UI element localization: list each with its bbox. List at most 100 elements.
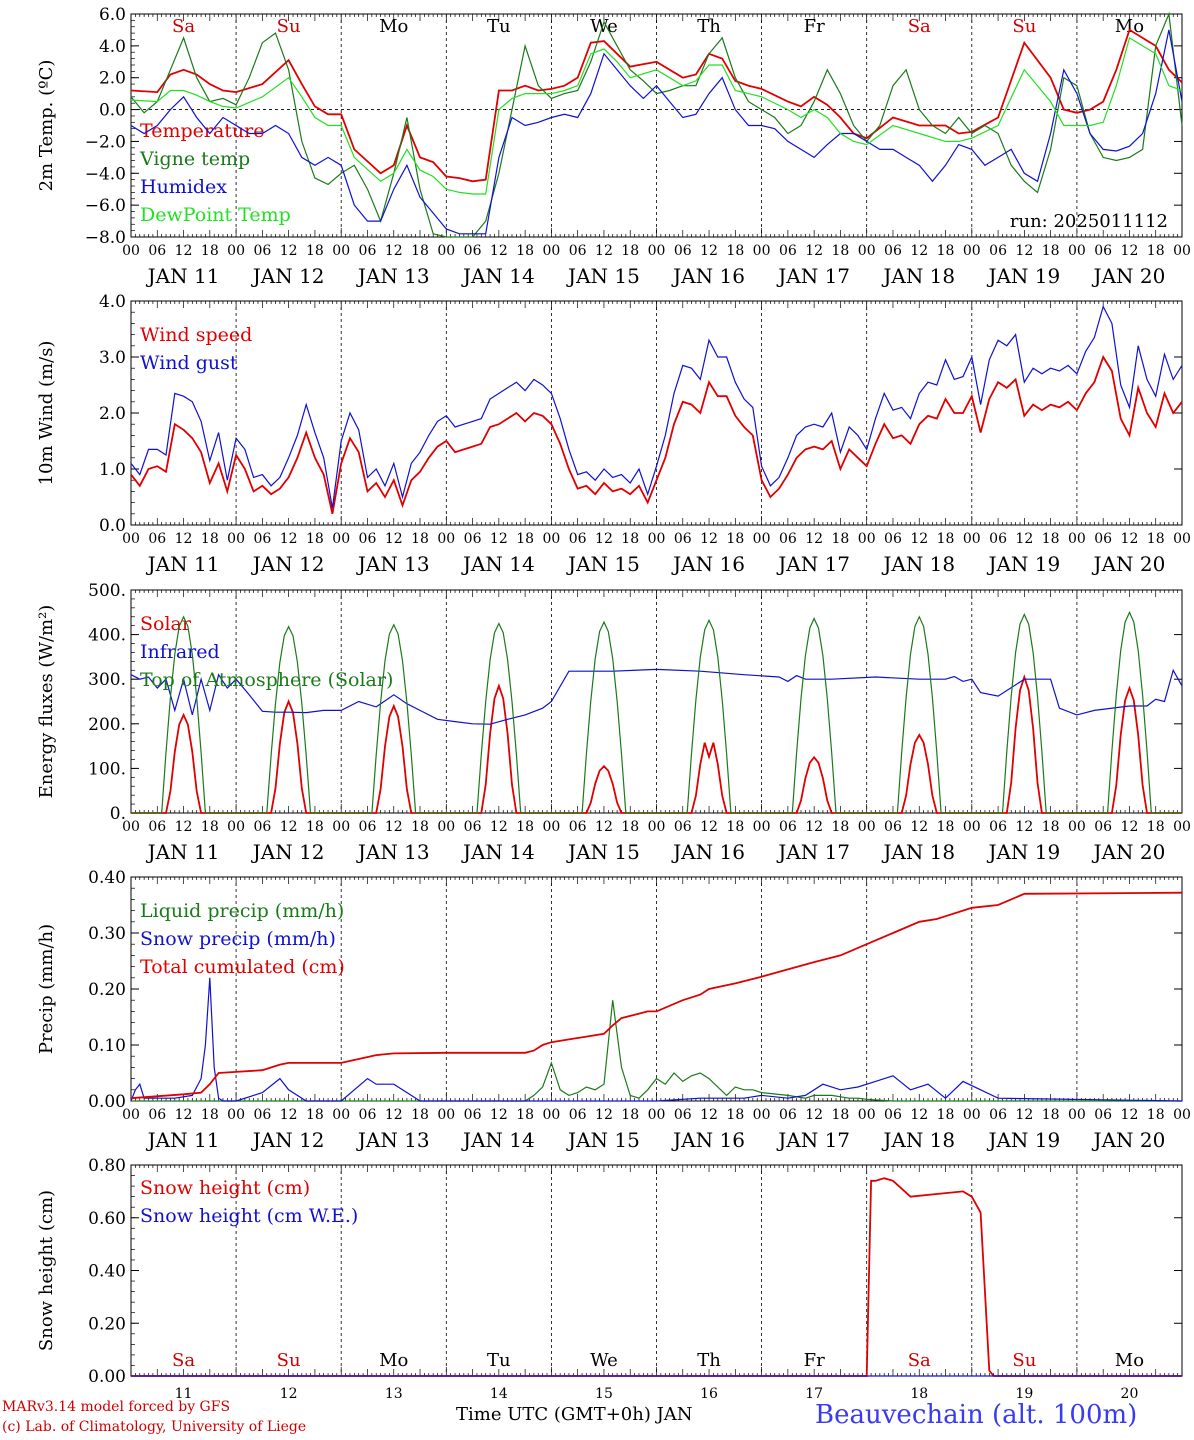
hour-label: 00	[963, 1107, 981, 1123]
hour-label: 12	[910, 1107, 928, 1123]
legend-infrared: Infrared	[140, 641, 220, 663]
hour-label: 00	[963, 243, 981, 259]
hour-label: 06	[253, 243, 271, 259]
hour-label: 12	[175, 819, 193, 835]
hour-label: 18	[937, 531, 955, 547]
hour-label: 12	[385, 1107, 403, 1123]
hour-label: 00	[963, 819, 981, 835]
hour-label: 12	[385, 531, 403, 547]
y-tick-label: −2.0	[85, 132, 126, 152]
date-label: JAN 14	[461, 1128, 535, 1152]
day-of-week-label: Sa	[172, 1350, 195, 1371]
y-axis-label: Snow height (cm)	[36, 1190, 57, 1351]
date-label: JAN 13	[356, 264, 430, 288]
panel-precip: 0.00 0.10 0.20 0.30 0.40 Precip (mm/h) 00 06 12 1…	[36, 868, 1191, 1152]
hour-label: 06	[989, 819, 1007, 835]
hour-label: 12	[805, 819, 823, 835]
hour-label: 06	[359, 243, 377, 259]
y-tick-label: 0.0	[99, 101, 126, 121]
legend-snow-precip-mm-h: Snow precip (mm/h)	[140, 928, 336, 950]
x-axis-title: Time UTC (GMT+0h) JAN	[456, 1404, 693, 1425]
hour-label: 06	[359, 1107, 377, 1123]
hour-label: 18	[832, 243, 850, 259]
hour-label: 18	[306, 243, 324, 259]
day-of-week-label: Mo	[379, 1350, 408, 1371]
hour-label: 18	[306, 531, 324, 547]
hour-label: 06	[569, 243, 587, 259]
hour-label: 06	[674, 1107, 692, 1123]
y-tick-label: 0.40	[88, 868, 126, 888]
date-label: JAN 11	[146, 1128, 220, 1152]
legend-snow-height-cm: Snow height (cm)	[140, 1177, 310, 1199]
hour-label: 00	[1173, 1107, 1191, 1123]
panel-snow: 0.00 0.20 0.40 0.60 0.80 Snow height (cm) Sa Su…	[36, 1156, 1183, 1402]
day-of-week-label: Sa	[172, 16, 195, 37]
hour-label: 12	[490, 531, 508, 547]
series-dewpoint-temp	[130, 36, 1183, 195]
hour-label: 00	[1068, 1107, 1086, 1123]
legend-wind-speed: Wind speed	[140, 324, 252, 346]
day-of-week-label: Tu	[487, 1350, 511, 1371]
hour-label: 18	[937, 243, 955, 259]
hour-label: 18	[201, 819, 219, 835]
series-infrared	[130, 668, 1183, 725]
hour-label: 00	[753, 819, 771, 835]
hour-label: 06	[569, 531, 587, 547]
hour-label: 06	[674, 531, 692, 547]
hour-label: 18	[726, 1107, 744, 1123]
hour-label: 18	[1042, 243, 1060, 259]
day-number-label: 19	[1015, 1386, 1033, 1402]
series-wind-gust	[130, 304, 1183, 509]
y-tick-label: 0.30	[88, 924, 126, 944]
y-tick-label: 3.0	[99, 348, 126, 368]
hour-label: 06	[569, 1107, 587, 1123]
y-tick-label: 2.0	[99, 69, 126, 89]
model-credit: MARv3.14 model forced by GFS	[2, 1399, 231, 1415]
day-of-week-label: Th	[697, 16, 721, 37]
hour-label: 06	[989, 243, 1007, 259]
y-tick-label: 0.	[110, 804, 126, 824]
hour-label: 12	[175, 243, 193, 259]
hour-label: 06	[1094, 531, 1112, 547]
hour-label: 00	[332, 243, 350, 259]
hour-label: 18	[937, 1107, 955, 1123]
hour-label: 12	[700, 819, 718, 835]
hour-label: 12	[805, 531, 823, 547]
hour-label: 00	[1068, 243, 1086, 259]
hour-label: 12	[280, 531, 298, 547]
day-of-week-label: Mo	[379, 16, 408, 37]
day-number-label: 20	[1121, 1386, 1139, 1402]
date-label: JAN 11	[146, 840, 220, 864]
legend-wind-gust: Wind gust	[140, 352, 238, 374]
hour-label: 06	[779, 819, 797, 835]
hour-label: 18	[516, 819, 534, 835]
hour-label: 00	[437, 531, 455, 547]
hour-label: 00	[858, 819, 876, 835]
date-label: JAN 20	[1092, 264, 1166, 288]
hour-label: 06	[464, 531, 482, 547]
date-label: JAN 14	[461, 840, 535, 864]
hour-label: 00	[542, 243, 560, 259]
hour-label: 18	[832, 531, 850, 547]
hour-label: 00	[542, 1107, 560, 1123]
hour-label: 12	[1121, 243, 1139, 259]
hour-label: 18	[201, 1107, 219, 1123]
hour-label: 00	[1173, 243, 1191, 259]
hour-label: 06	[359, 531, 377, 547]
hour-label: 12	[1015, 1107, 1033, 1123]
date-label: JAN 19	[986, 264, 1060, 288]
y-tick-label: 0.00	[88, 1367, 126, 1387]
day-of-week-label: Fr	[804, 16, 825, 37]
date-label: JAN 19	[986, 1128, 1060, 1152]
hour-label: 06	[253, 531, 271, 547]
hour-label: 18	[726, 819, 744, 835]
hour-label: 06	[464, 819, 482, 835]
series-snow-height-cm	[131, 1177, 1182, 1377]
legend-total-cumulated-cm: Total cumulated (cm)	[140, 956, 345, 978]
date-label: JAN 16	[671, 264, 745, 288]
hour-label: 00	[648, 531, 666, 547]
date-label: JAN 15	[566, 264, 640, 288]
hour-label: 18	[726, 243, 744, 259]
date-label: JAN 18	[881, 840, 955, 864]
